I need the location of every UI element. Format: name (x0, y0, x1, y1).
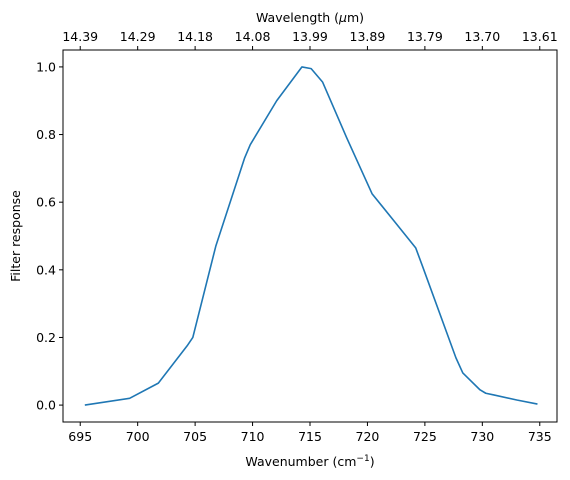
bottom-axis: 695 700 705 710 715 720 725 730 735 (68, 422, 552, 444)
axes-frame (62, 49, 558, 423)
top-axis-label: Wavelength (μm) (256, 10, 364, 25)
x-tick-label: 700 (126, 429, 150, 444)
y-tick-label: 0.6 (36, 195, 56, 210)
x-tick-label: 735 (528, 429, 552, 444)
y-tick-label: 0.4 (36, 262, 56, 277)
top-tick-label: 14.29 (120, 29, 156, 44)
top-tick-label: 14.18 (177, 29, 213, 44)
x-axis-label: Wavenumber (cm−1) (245, 454, 374, 469)
x-tick-label: 715 (298, 429, 322, 444)
y-axis-label: Filter response (8, 190, 23, 282)
x-tick-label: 705 (183, 429, 207, 444)
y-tick-label: 0.2 (36, 330, 56, 345)
top-tick-label: 14.08 (235, 29, 271, 44)
filter-response-line (84, 66, 538, 406)
top-axis: 14.39 14.29 14.18 14.08 13.99 13.89 13.79 13.70… (62, 29, 558, 50)
x-tick-label: 695 (68, 429, 92, 444)
top-tick-label: 13.70 (464, 29, 500, 44)
y-tick-label: 0.0 (36, 398, 56, 413)
top-tick-label: 13.99 (292, 29, 328, 44)
x-tick-label: 730 (470, 429, 494, 444)
y-tick-label: 1.0 (36, 59, 56, 74)
top-tick-label: 13.89 (350, 29, 386, 44)
top-tick-label: 13.79 (407, 29, 443, 44)
y-tick-label: 0.8 (36, 127, 56, 142)
x-tick-label: 710 (241, 429, 265, 444)
top-tick-label: 14.39 (62, 29, 98, 44)
x-tick-label: 725 (413, 429, 437, 444)
x-tick-label: 720 (356, 429, 380, 444)
top-tick-label: 13.61 (522, 29, 558, 44)
left-axis: 0.0 0.2 0.4 0.6 0.8 1.0 (36, 59, 63, 413)
